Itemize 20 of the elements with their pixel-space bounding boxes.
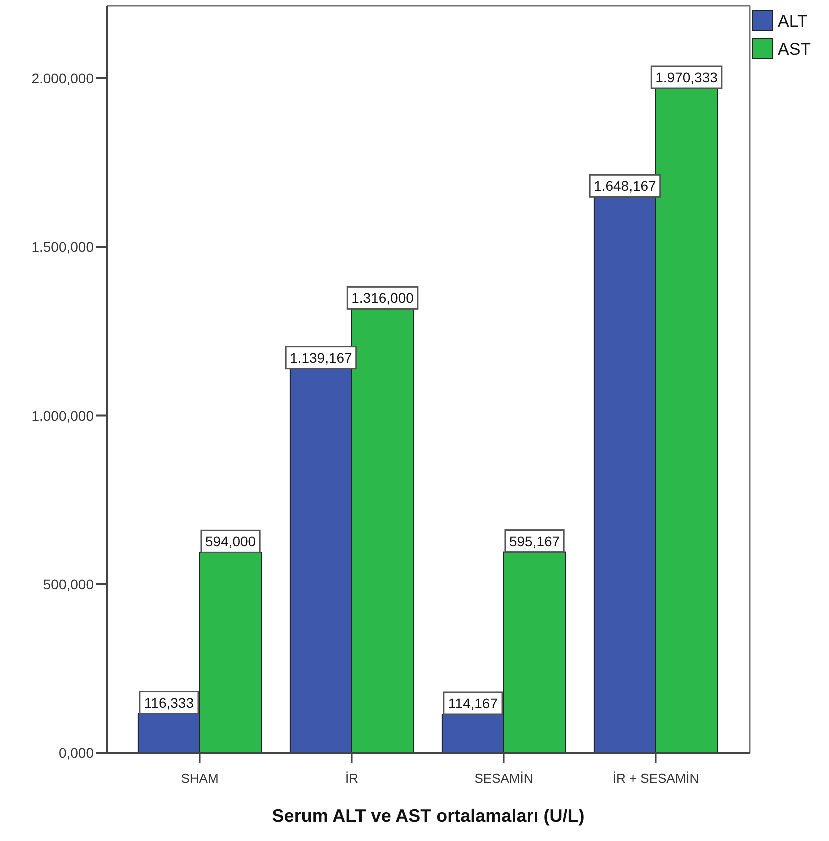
x-tick-label: İR + SESAMİN	[612, 771, 700, 786]
x-tick-label: İR	[346, 771, 358, 786]
y-tick-label: 1.500,000	[32, 239, 94, 256]
data-label: 116,333	[144, 694, 194, 711]
y-tick-label: 500,000	[43, 576, 94, 592]
y-tick-label: 1.000,000	[32, 408, 94, 424]
y-tick-label: 2.000,000	[32, 70, 94, 87]
x-tick-label: SESAMİN	[474, 771, 534, 786]
x-tick-label: SHAM	[181, 771, 219, 786]
x-axis-title: Serum ALT ve AST ortalamaları (U/L)	[272, 806, 585, 826]
data-label: 595,167	[509, 533, 560, 550]
data-label: 1.970,333	[656, 70, 718, 86]
data-label: 114,167	[448, 696, 498, 712]
y-tick-label: 0,000	[58, 745, 94, 761]
legend-label: AST	[778, 40, 812, 59]
data-label: 594,000	[205, 534, 256, 550]
data-label: 1.648,167	[594, 178, 657, 194]
legend-label: ALT	[778, 12, 808, 31]
data-label: 1.139,167	[290, 350, 353, 366]
data-label: 1.316,000	[352, 290, 414, 306]
